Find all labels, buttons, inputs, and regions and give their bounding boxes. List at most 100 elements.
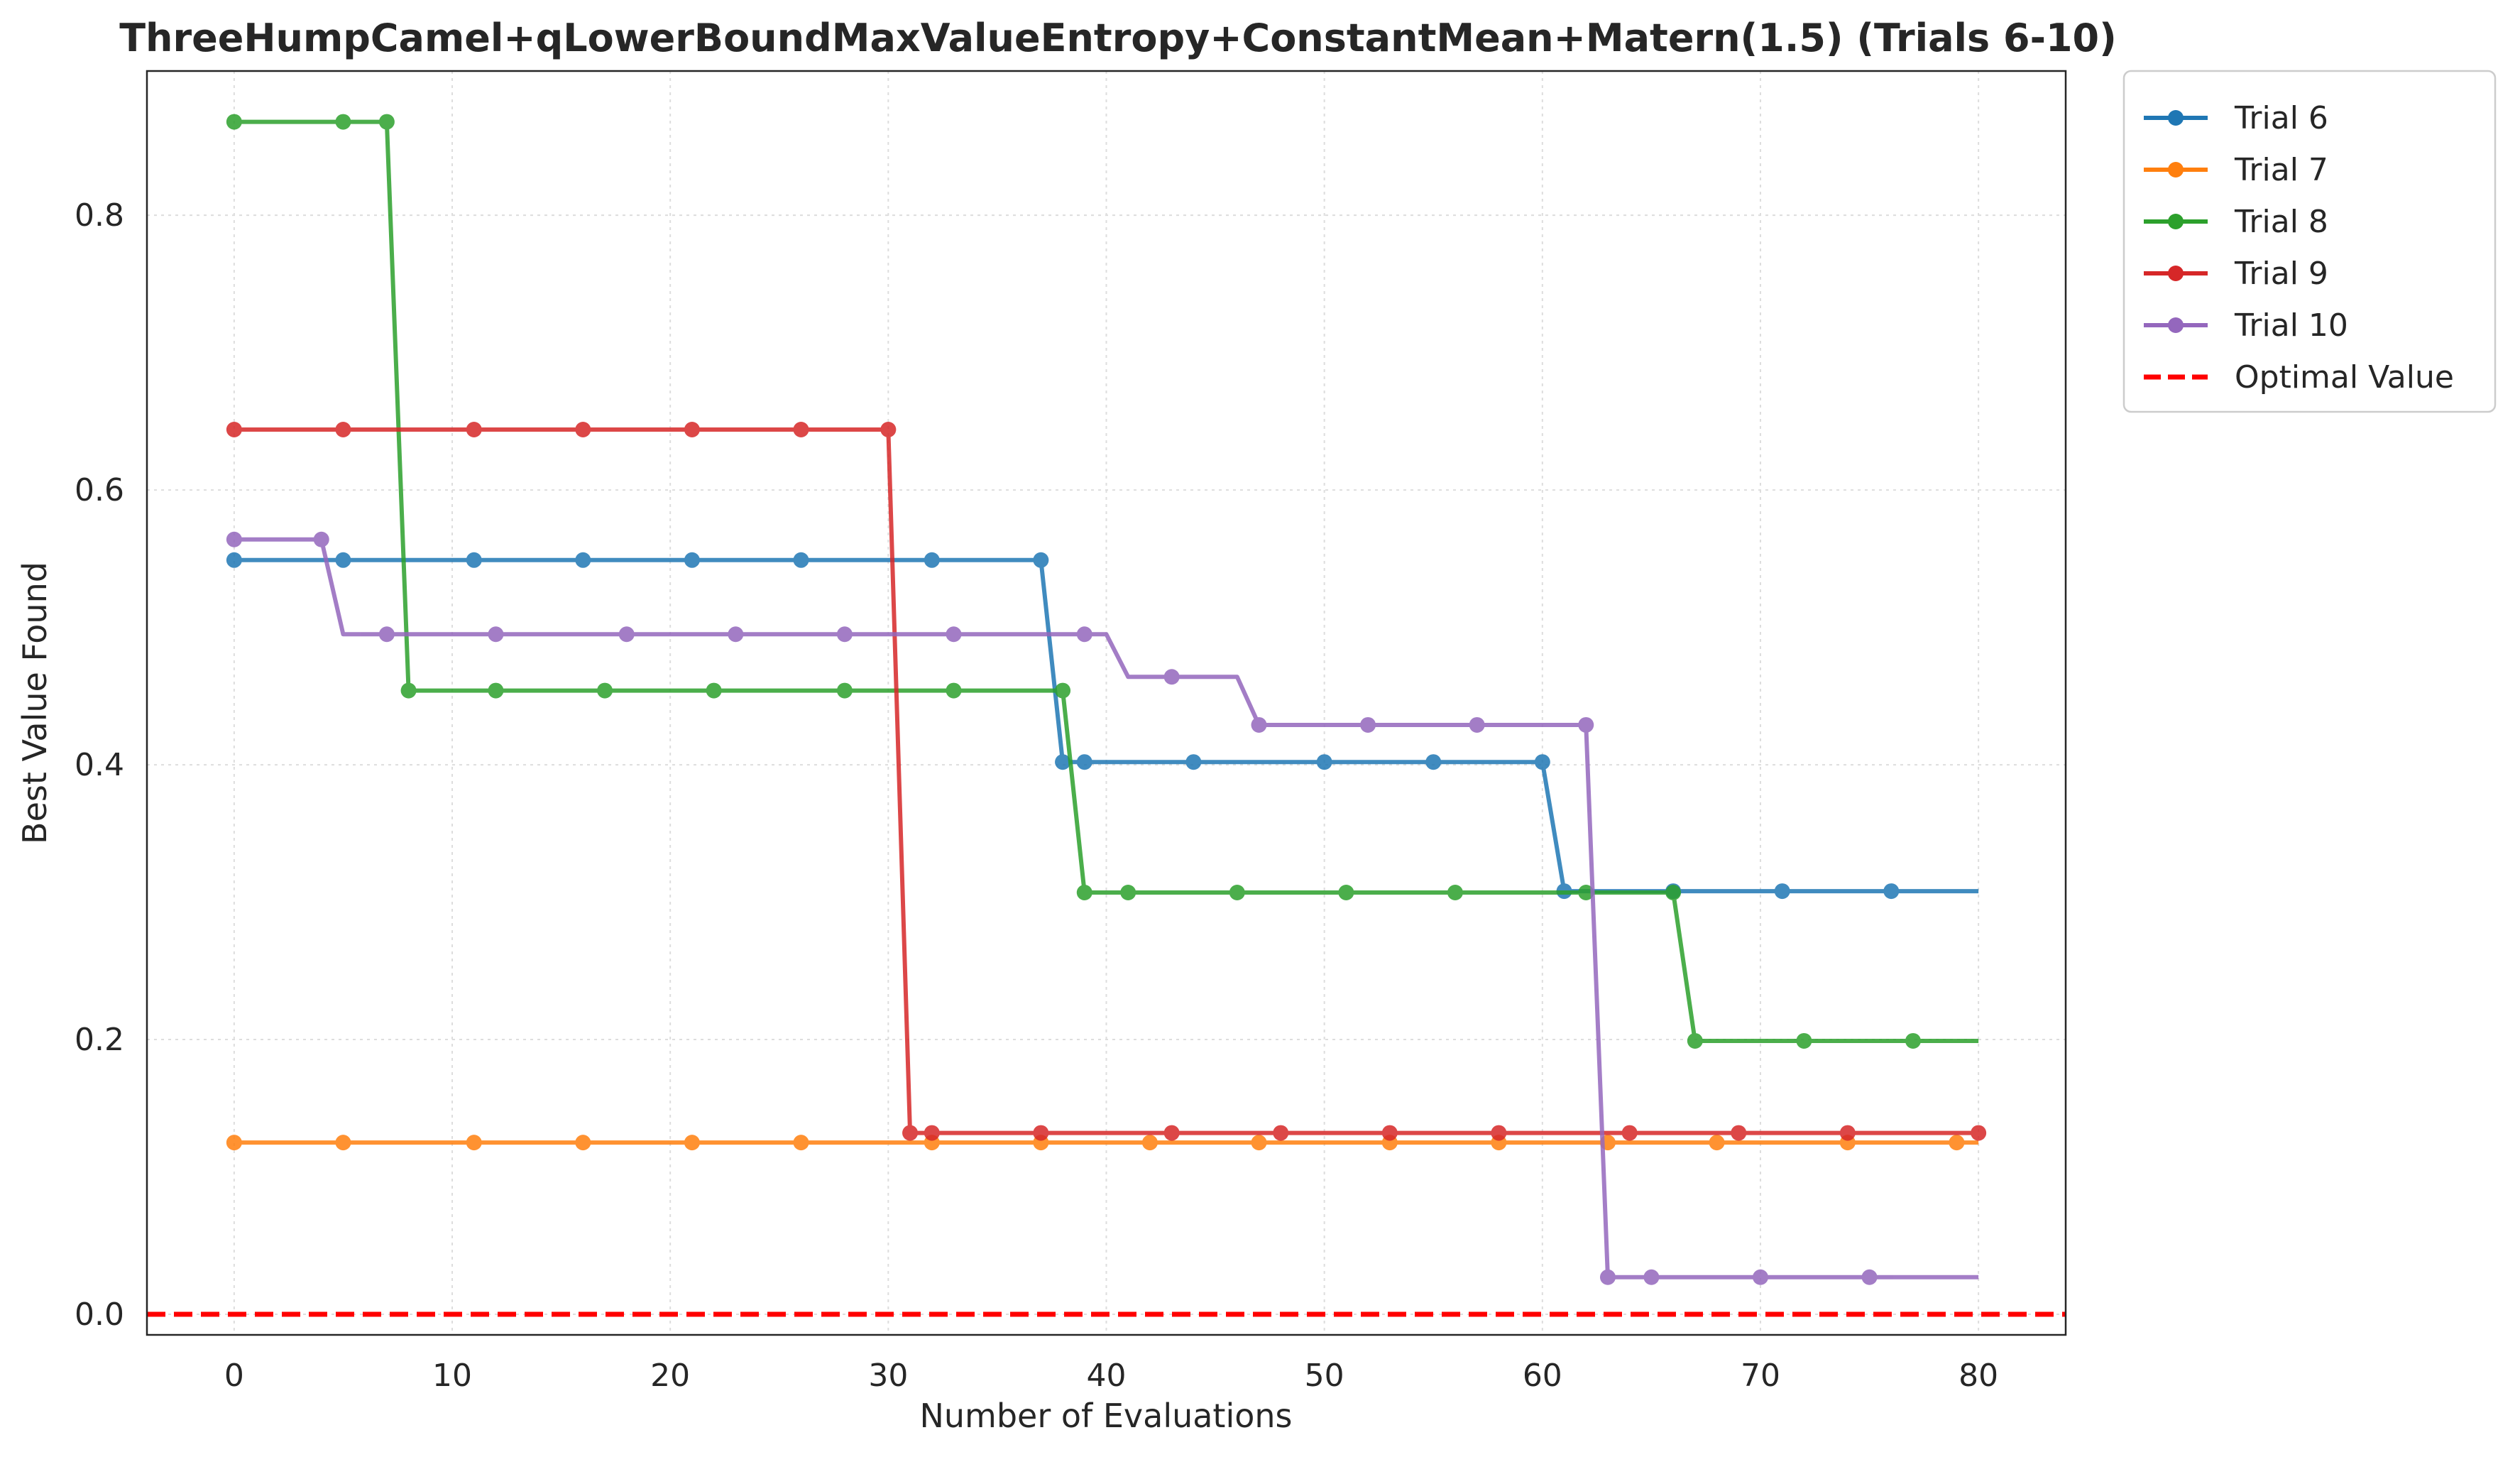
data-point — [1360, 716, 1376, 733]
data-point — [1883, 883, 1900, 900]
data-point — [400, 682, 417, 699]
x-tick-label: 60 — [1523, 1358, 1562, 1394]
data-point — [1251, 1135, 1267, 1151]
legend-label: Trial 8 — [2234, 204, 2328, 240]
x-tick-label: 0 — [224, 1358, 244, 1394]
legend-label: Trial 7 — [2234, 152, 2328, 188]
x-tick-label: 40 — [1087, 1358, 1127, 1394]
data-point — [1752, 1269, 1768, 1285]
data-point — [1905, 1032, 1921, 1049]
data-point — [1534, 754, 1550, 770]
data-point — [880, 421, 897, 437]
data-point — [706, 682, 722, 699]
data-point — [335, 552, 351, 568]
legend-marker — [2168, 214, 2184, 229]
y-tick-label: 0.0 — [75, 1297, 124, 1333]
y-tick-label: 0.2 — [75, 1022, 124, 1058]
x-tick-label: 70 — [1741, 1358, 1780, 1394]
data-point — [226, 421, 242, 437]
data-point — [1578, 716, 1594, 733]
legend-marker — [2168, 162, 2184, 178]
data-point — [466, 552, 482, 568]
data-point — [1599, 1269, 1616, 1285]
y-tick-label: 0.4 — [75, 747, 124, 783]
legend-entry: Trial 6 — [2144, 100, 2328, 136]
data-point — [684, 421, 700, 437]
legend-entry: Trial 10 — [2144, 307, 2348, 344]
data-point — [1687, 1032, 1703, 1049]
series-8 — [226, 114, 1979, 1049]
data-point — [226, 531, 242, 547]
legend: Trial 6 Trial 7 Trial 8 Trial 9 Trial 10 Opti… — [2122, 70, 2497, 413]
data-point — [1316, 754, 1332, 770]
x-ticks: 0 10 20 30 40 50 60 70 80 — [224, 1358, 1998, 1394]
data-point — [1381, 1125, 1398, 1141]
data-point — [1578, 885, 1594, 900]
series-layer — [147, 114, 2066, 1317]
data-point — [466, 1135, 482, 1151]
grid — [147, 71, 2066, 1335]
data-point — [575, 421, 591, 437]
data-point — [335, 1135, 351, 1151]
data-point — [1709, 1135, 1725, 1151]
y-tick-label: 0.6 — [75, 472, 124, 508]
data-point — [946, 626, 962, 643]
data-point — [335, 114, 351, 130]
data-point — [1055, 754, 1071, 770]
legend-label: Trial 6 — [2234, 100, 2328, 136]
legend-entry: Trial 9 — [2144, 256, 2328, 292]
data-point — [1033, 552, 1049, 568]
data-point — [1796, 1032, 1812, 1049]
series-10 — [226, 531, 1979, 1285]
series-9 — [226, 421, 1987, 1141]
data-point — [618, 626, 635, 643]
data-point — [1621, 1125, 1638, 1141]
data-point — [226, 1135, 242, 1151]
legend-label: Trial 10 — [2234, 307, 2348, 344]
data-point — [1861, 1269, 1878, 1285]
data-point — [1949, 1135, 1965, 1151]
legend-label: Optimal Value — [2235, 359, 2454, 395]
data-point — [684, 1135, 700, 1151]
data-point — [1251, 716, 1267, 733]
data-point — [378, 114, 395, 130]
legend-frame — [2122, 70, 2497, 413]
data-point — [313, 531, 329, 547]
data-point — [836, 626, 853, 643]
data-point — [1076, 754, 1092, 770]
data-point — [1120, 885, 1136, 900]
data-point — [1055, 682, 1071, 699]
data-point — [226, 114, 242, 130]
legend-label: Trial 9 — [2234, 256, 2328, 292]
data-point — [1033, 1125, 1049, 1141]
y-ticks: 0.0 0.2 0.4 0.6 0.8 — [75, 197, 124, 1333]
data-point — [378, 626, 395, 643]
data-point — [1076, 885, 1092, 900]
data-point — [1425, 754, 1442, 770]
legend-entry: Optimal Value — [2144, 359, 2454, 395]
data-point — [728, 626, 744, 643]
data-point — [1665, 885, 1682, 900]
data-point — [684, 552, 700, 568]
data-point — [335, 421, 351, 437]
chart-title: ThreeHumpCamel+qLowerBoundMaxValueEntrop… — [119, 16, 2117, 60]
data-point — [1163, 669, 1180, 685]
data-point — [1076, 626, 1092, 643]
legend-marker — [2168, 317, 2184, 333]
series-line — [234, 119, 1979, 1043]
data-point — [902, 1125, 919, 1141]
data-point — [1731, 1125, 1747, 1141]
x-tick-label: 20 — [650, 1358, 690, 1394]
data-point — [466, 421, 482, 437]
data-point — [1338, 885, 1354, 900]
x-axis-label: Number of Evaluations — [919, 1397, 1292, 1435]
data-point — [226, 552, 242, 568]
data-point — [1141, 1135, 1158, 1151]
y-axis-label: Best Value Found — [16, 562, 54, 844]
data-point — [793, 552, 809, 568]
data-point — [575, 1135, 591, 1151]
data-point — [488, 682, 504, 699]
data-point — [1774, 883, 1790, 900]
legend-entry: Trial 8 — [2144, 204, 2328, 240]
